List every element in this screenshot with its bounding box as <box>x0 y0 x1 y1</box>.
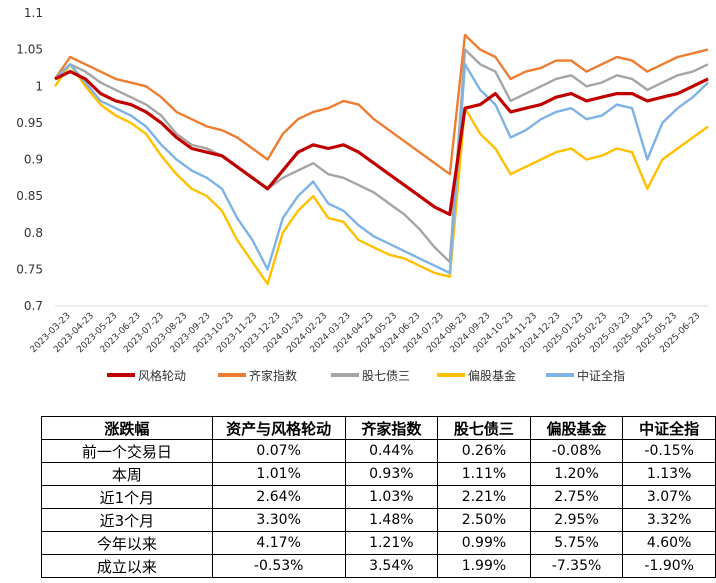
column-header: 涨跌幅 <box>41 416 213 440</box>
column-header: 资产与风格轮动 <box>211 416 346 440</box>
table-cell: 0.44% <box>344 439 439 463</box>
table-cell: -0.15% <box>622 439 716 463</box>
table-cell: 0.26% <box>437 439 531 463</box>
table-cell: 1.13% <box>622 462 716 486</box>
table-row: 近1个月 2.64% 1.03% 2.21% 2.75% 3.07% <box>41 485 716 509</box>
column-header: 中证全指 <box>622 416 716 440</box>
table-cell: 1.21% <box>344 531 439 555</box>
y-tick-label: 1.05 <box>16 43 43 57</box>
row-label: 近3个月 <box>41 508 213 532</box>
table-cell: 3.54% <box>344 554 439 578</box>
legend-label: 风格轮动 <box>138 368 186 383</box>
table-cell: 2.50% <box>437 508 531 532</box>
series-line-2 <box>54 33 709 176</box>
legend-label: 股七债三 <box>362 369 410 383</box>
series-lines <box>54 33 709 286</box>
y-axis: 0.7 0.75 0.8 0.85 0.9 0.95 1 1.05 1.1 <box>16 6 43 313</box>
legend-label: 中证全指 <box>577 368 625 383</box>
performance-line-chart: 0.7 0.75 0.8 0.85 0.9 0.95 1 1.05 1.1 2023-03-23… <box>16 6 709 383</box>
legend-label: 齐家指数 <box>249 368 297 383</box>
row-label: 成立以来 <box>41 554 213 578</box>
table-row: 成立以来 -0.53% 3.54% 1.99% -7.35% -1.90% <box>41 554 716 578</box>
y-tick-label: 0.85 <box>16 189 43 203</box>
table-cell: 0.93% <box>344 462 439 486</box>
table-cell: -1.90% <box>622 554 716 578</box>
series-line-3 <box>54 48 709 264</box>
y-tick-label: 0.75 <box>16 262 43 276</box>
table-cell: 1.20% <box>529 462 624 486</box>
table-cell: 3.32% <box>622 508 716 532</box>
table-cell: 0.99% <box>437 531 531 555</box>
table-header-row: 涨跌幅 资产与风格轮动 齐家指数 股七债三 偏股基金 中证全指 <box>41 416 716 440</box>
y-tick-label: 0.9 <box>24 153 43 167</box>
table-cell: 1.01% <box>211 462 346 486</box>
table-cell: 1.99% <box>437 554 531 578</box>
row-label: 近1个月 <box>41 485 213 509</box>
row-label: 本周 <box>41 462 213 486</box>
table-cell: -0.53% <box>211 554 346 578</box>
table-row: 本周 1.01% 0.93% 1.11% 1.20% 1.13% <box>41 462 716 486</box>
y-tick-label: 0.7 <box>24 299 43 313</box>
table-cell: 1.03% <box>344 485 439 509</box>
table-cell: 2.75% <box>529 485 624 509</box>
table-cell: 4.60% <box>622 531 716 555</box>
table-row: 前一个交易日 0.07% 0.44% 0.26% -0.08% -0.15% <box>41 439 716 463</box>
performance-table: 涨跌幅 资产与风格轮动 齐家指数 股七债三 偏股基金 中证全指 前一个交易日 0.07% 0.… <box>41 416 716 578</box>
table-cell: 1.48% <box>344 508 439 532</box>
table-cell: 2.95% <box>529 508 624 532</box>
table-cell: 2.21% <box>437 485 531 509</box>
column-header: 齐家指数 <box>344 416 439 440</box>
series-line-4 <box>54 63 709 286</box>
legend-label: 偏股基金 <box>468 368 516 383</box>
table-cell: 0.07% <box>211 439 346 463</box>
y-tick-label: 1.1 <box>24 6 43 20</box>
table-body: 前一个交易日 0.07% 0.44% 0.26% -0.08% -0.15% 本周 1.01%… <box>41 439 716 578</box>
table-cell: -7.35% <box>529 554 624 578</box>
x-axis: 2023-03-232023-04-232023-05-232023-06-23… <box>29 305 708 355</box>
table-cell: 5.75% <box>529 531 624 555</box>
column-header: 股七债三 <box>437 416 531 440</box>
table-cell: 2.64% <box>211 485 346 509</box>
y-tick-label: 0.95 <box>16 116 43 130</box>
row-label: 前一个交易日 <box>41 439 213 463</box>
chart-legend: 风格轮动 齐家指数 股七债三 偏股基金 中证全指 <box>107 368 625 383</box>
y-tick-label: 0.8 <box>24 226 43 240</box>
table-cell: 3.30% <box>211 508 346 532</box>
table-row: 近3个月 3.30% 1.48% 2.50% 2.95% 3.32% <box>41 508 716 532</box>
table-cell: 4.17% <box>211 531 346 555</box>
table-cell: 1.11% <box>437 462 531 486</box>
series-line-1 <box>54 69 709 216</box>
column-header: 偏股基金 <box>529 416 624 440</box>
table-cell: -0.08% <box>529 439 624 463</box>
y-tick-label: 1 <box>35 79 43 93</box>
row-label: 今年以来 <box>41 531 213 555</box>
table-row: 今年以来 4.17% 1.21% 0.99% 5.75% 4.60% <box>41 531 716 555</box>
series-line-5 <box>54 63 709 275</box>
table-cell: 3.07% <box>622 485 716 509</box>
